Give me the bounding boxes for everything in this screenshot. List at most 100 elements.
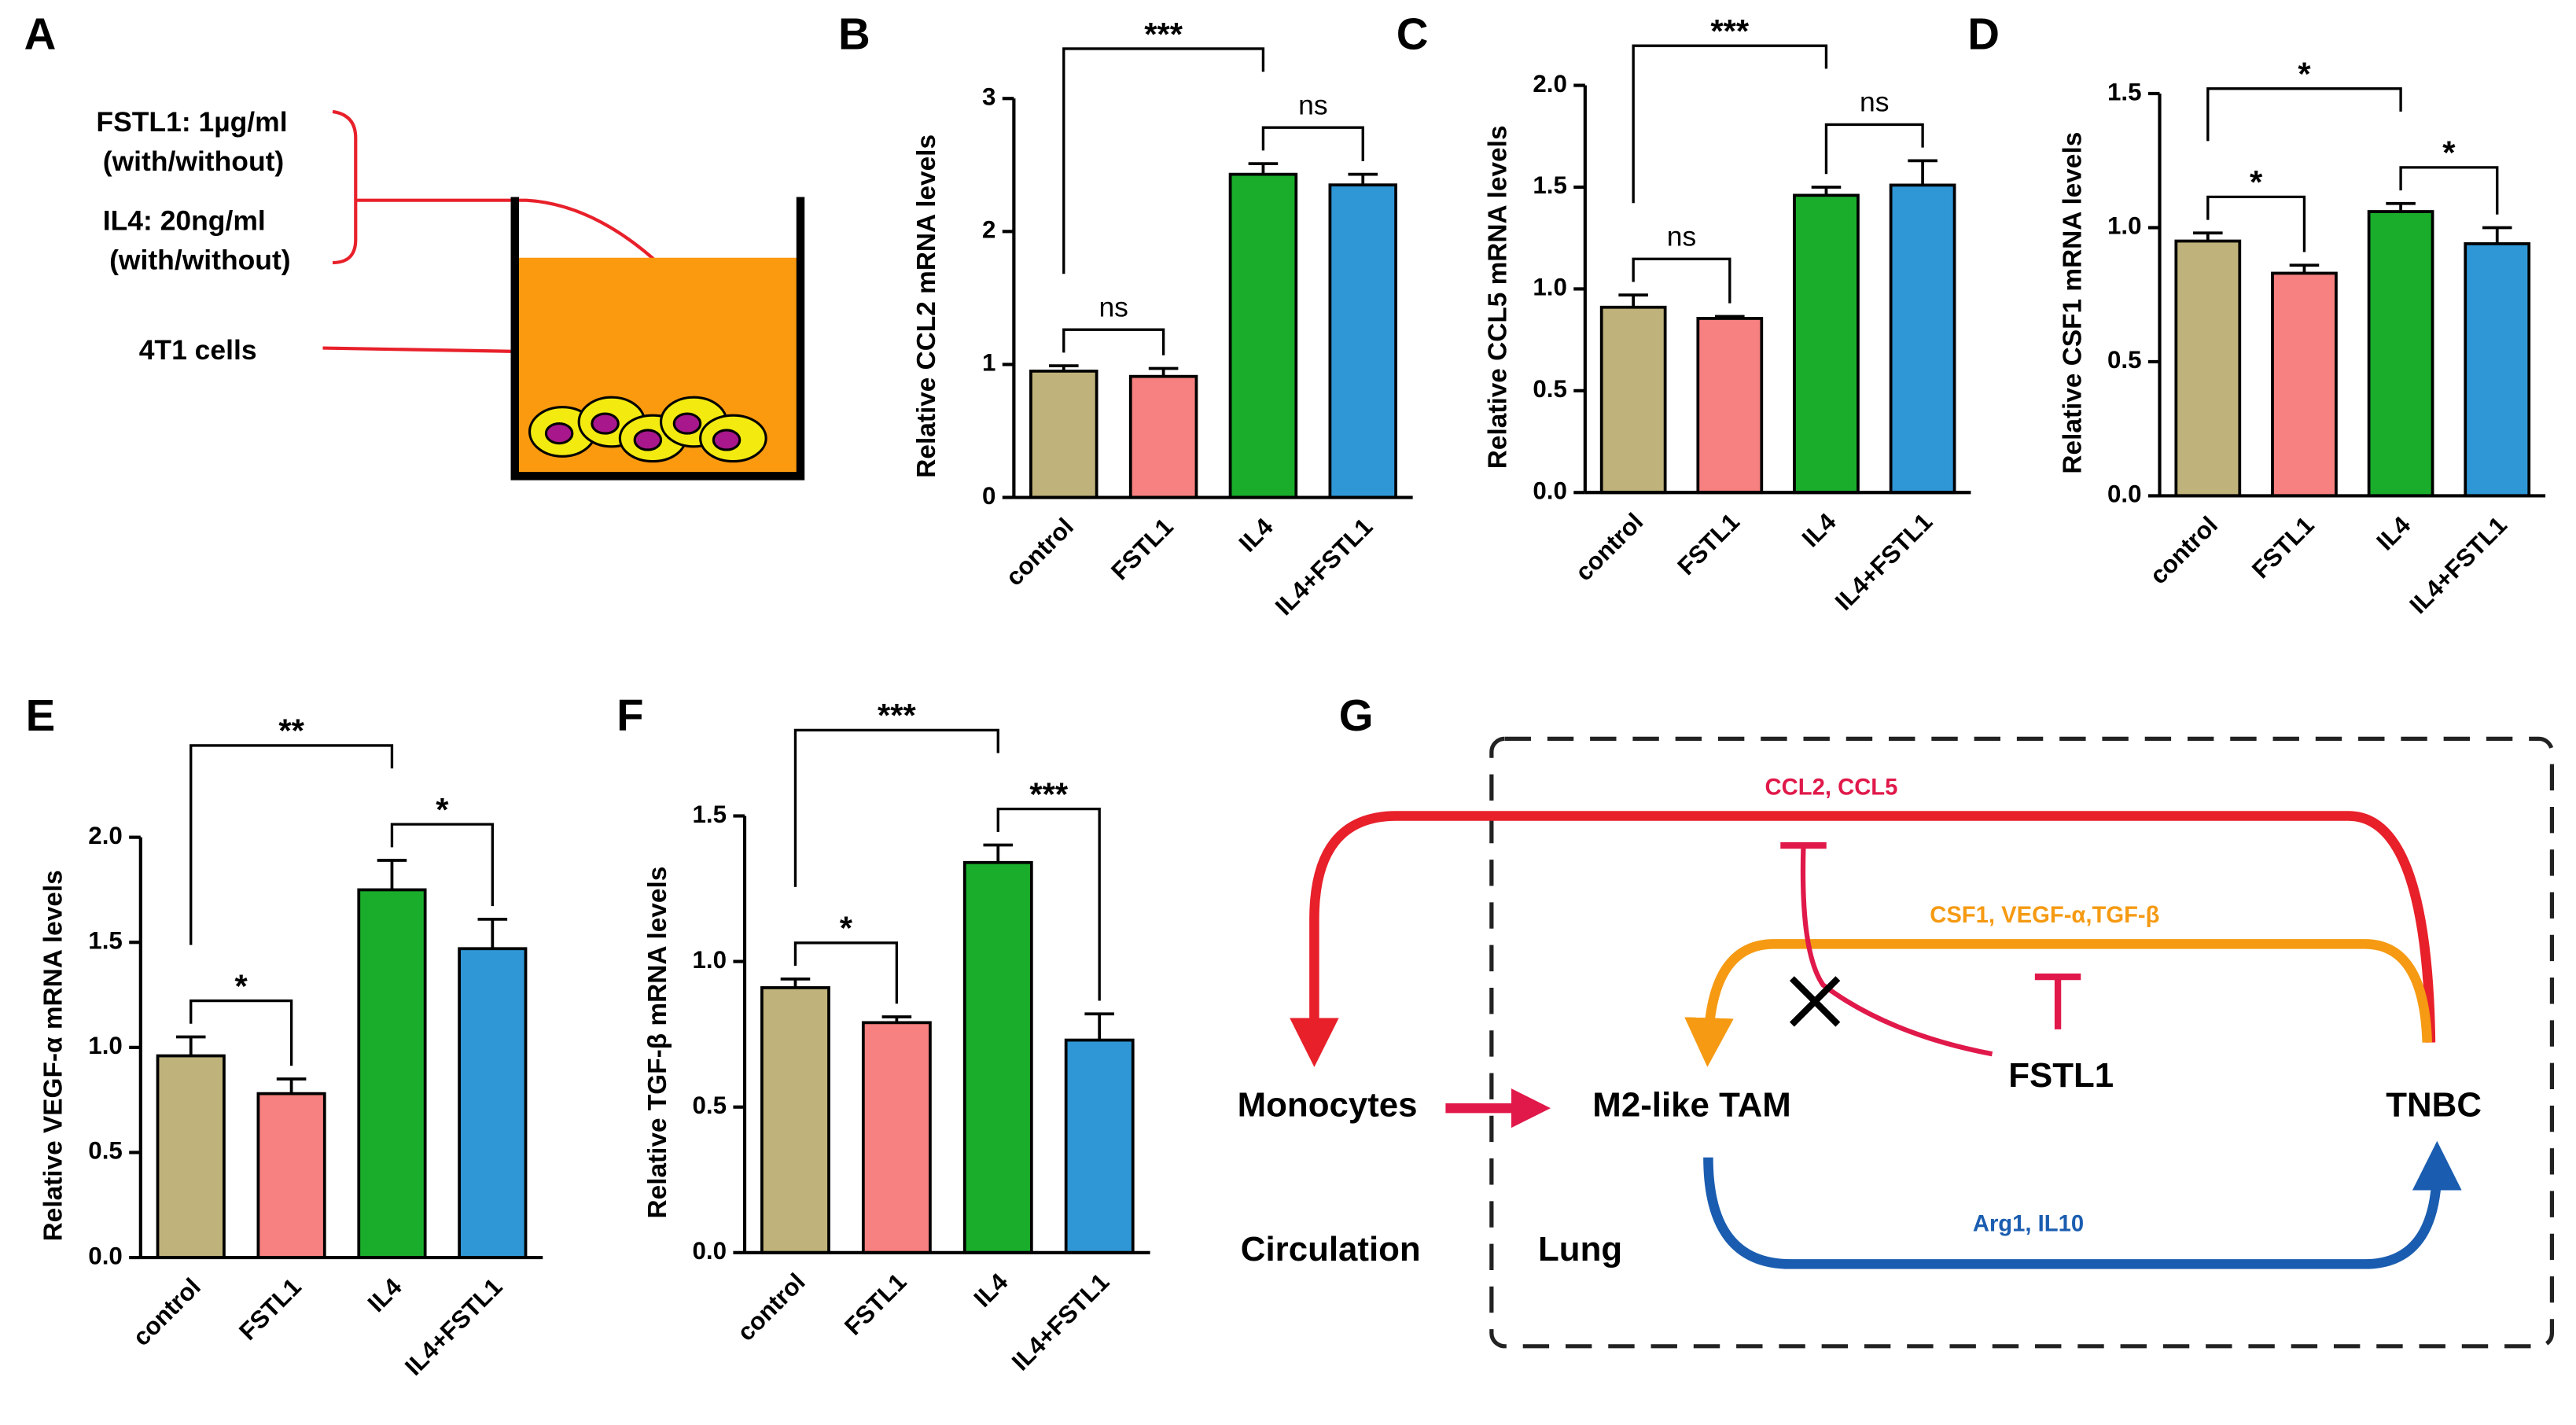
x-tick-label: IL4+FSTL1	[399, 1273, 507, 1381]
error-bar	[2482, 226, 2512, 244]
significance-label: *	[2442, 134, 2456, 171]
significance-label: ns	[1667, 221, 1696, 252]
y-tick-label: 2.0	[88, 822, 123, 849]
x-tick-label: IL4	[1234, 513, 1279, 558]
arrow	[1290, 811, 2436, 1067]
significance: ***	[1062, 16, 1265, 274]
x-tick-label: IL4+FSTL1	[1006, 1268, 1114, 1375]
significance-bracket	[996, 807, 1101, 1001]
panel-letter: B	[838, 9, 870, 59]
significance-bracket	[1062, 47, 1265, 274]
significance: *	[190, 967, 293, 1066]
bar	[1599, 305, 1667, 495]
significance-bracket	[390, 823, 494, 907]
x-tick-label: FSTL1	[2247, 511, 2319, 584]
significance-bracket	[2206, 195, 2306, 252]
significance-bracket	[793, 728, 999, 887]
bar	[2367, 210, 2434, 498]
significance-label: *	[235, 967, 248, 1004]
significance-label: ***	[878, 697, 916, 734]
x-tick-label: control	[732, 1268, 811, 1346]
inhibition	[1800, 845, 1993, 1057]
bar	[2174, 239, 2242, 498]
x-tick-label: IL4	[969, 1268, 1014, 1313]
y-tick-label: 2.0	[1533, 70, 1567, 98]
panel-letter: G	[1339, 690, 1374, 740]
arrow	[1703, 1140, 2462, 1269]
y-tick-label: 1	[982, 349, 995, 377]
treatment-note: (with/without)	[103, 145, 284, 177]
error-bar	[1148, 366, 1179, 377]
factor-label: CCL2, CCL5	[1765, 775, 1898, 800]
error-bar	[1048, 364, 1079, 371]
block-mark	[1789, 976, 1841, 1027]
error-bar	[477, 917, 508, 949]
bar	[1793, 193, 1860, 495]
y-tick-label: 0.0	[88, 1242, 123, 1269]
significance-label: *	[840, 910, 853, 947]
significance: *	[793, 910, 899, 1004]
treatment-label: IL4: 20ng/ml	[103, 204, 266, 236]
significance-bracket	[1062, 328, 1165, 355]
error-bar	[2193, 231, 2223, 241]
y-tick-label: 3	[982, 83, 995, 111]
error-bar	[175, 1035, 206, 1056]
panel-letter: F	[616, 690, 643, 740]
x-tick-label: IL4	[362, 1272, 407, 1317]
significance: **	[190, 712, 394, 945]
bar	[1128, 374, 1198, 499]
x-tick-label: control	[1570, 508, 1649, 587]
y-tick-label: 1.5	[1533, 171, 1567, 199]
y-tick-label: 1.5	[2107, 78, 2142, 105]
bar	[1029, 370, 1098, 499]
significance: ns	[1062, 292, 1165, 355]
panel-letter: E	[26, 690, 56, 740]
y-tick-label: 1.0	[1533, 274, 1567, 301]
significance-label: *	[436, 791, 449, 828]
x-tick-label: FSTL1	[1106, 513, 1178, 585]
treatment-note: (with/without)	[109, 244, 290, 275]
panel-g: G CCL2, CCL5 CSF1, VEGF-α,TGF-β Arg1, IL…	[1238, 690, 2555, 1349]
y-tick-label: 2	[982, 216, 995, 244]
y-tick-label: 1.0	[693, 946, 727, 974]
error-bar	[983, 843, 1014, 863]
significance-bracket	[2399, 166, 2499, 215]
x-tick-label: IL4+FSTL1	[1830, 508, 1938, 616]
significance-label: ***	[1710, 13, 1749, 50]
error-bar	[2386, 201, 2416, 212]
bar	[1064, 1038, 1135, 1254]
y-tick-label: 0.0	[693, 1237, 727, 1265]
significance: *	[390, 791, 494, 907]
significance: *	[2206, 55, 2402, 142]
lung-boundary	[1489, 736, 2555, 1349]
significance: ns	[1261, 89, 1364, 161]
y-axis-label: Relative CSF1 mRNA levels	[2058, 132, 2087, 474]
y-tick-label: 0	[982, 482, 995, 510]
bracket	[332, 109, 358, 265]
significance-label: ns	[1298, 89, 1327, 120]
error-bar	[780, 977, 811, 988]
bar	[156, 1054, 226, 1259]
cells	[528, 396, 767, 463]
bar	[2464, 242, 2531, 498]
cells-label: 4T1 cells	[139, 334, 257, 366]
x-tick-label: FSTL1	[839, 1268, 911, 1340]
y-axis-label: Relative CCL5 mRNA levels	[1484, 125, 1513, 469]
significance-label: ns	[1860, 87, 1889, 118]
significance-bracket	[1632, 257, 1731, 304]
factor-label: CSF1, VEGF-α,TGF-β	[1930, 903, 2159, 928]
bar	[1696, 317, 1764, 495]
node-label: Monocytes	[1238, 1086, 1418, 1125]
y-tick-label: 0.5	[693, 1092, 727, 1119]
significance-label: ***	[1029, 775, 1068, 812]
node-label: M2-like TAM	[1592, 1086, 1790, 1125]
error-bar	[1908, 159, 1938, 186]
bar	[357, 888, 427, 1259]
bar	[1228, 172, 1298, 499]
error-bar	[1084, 1012, 1114, 1040]
y-tick-label: 0.5	[1533, 375, 1567, 403]
well	[510, 197, 805, 481]
